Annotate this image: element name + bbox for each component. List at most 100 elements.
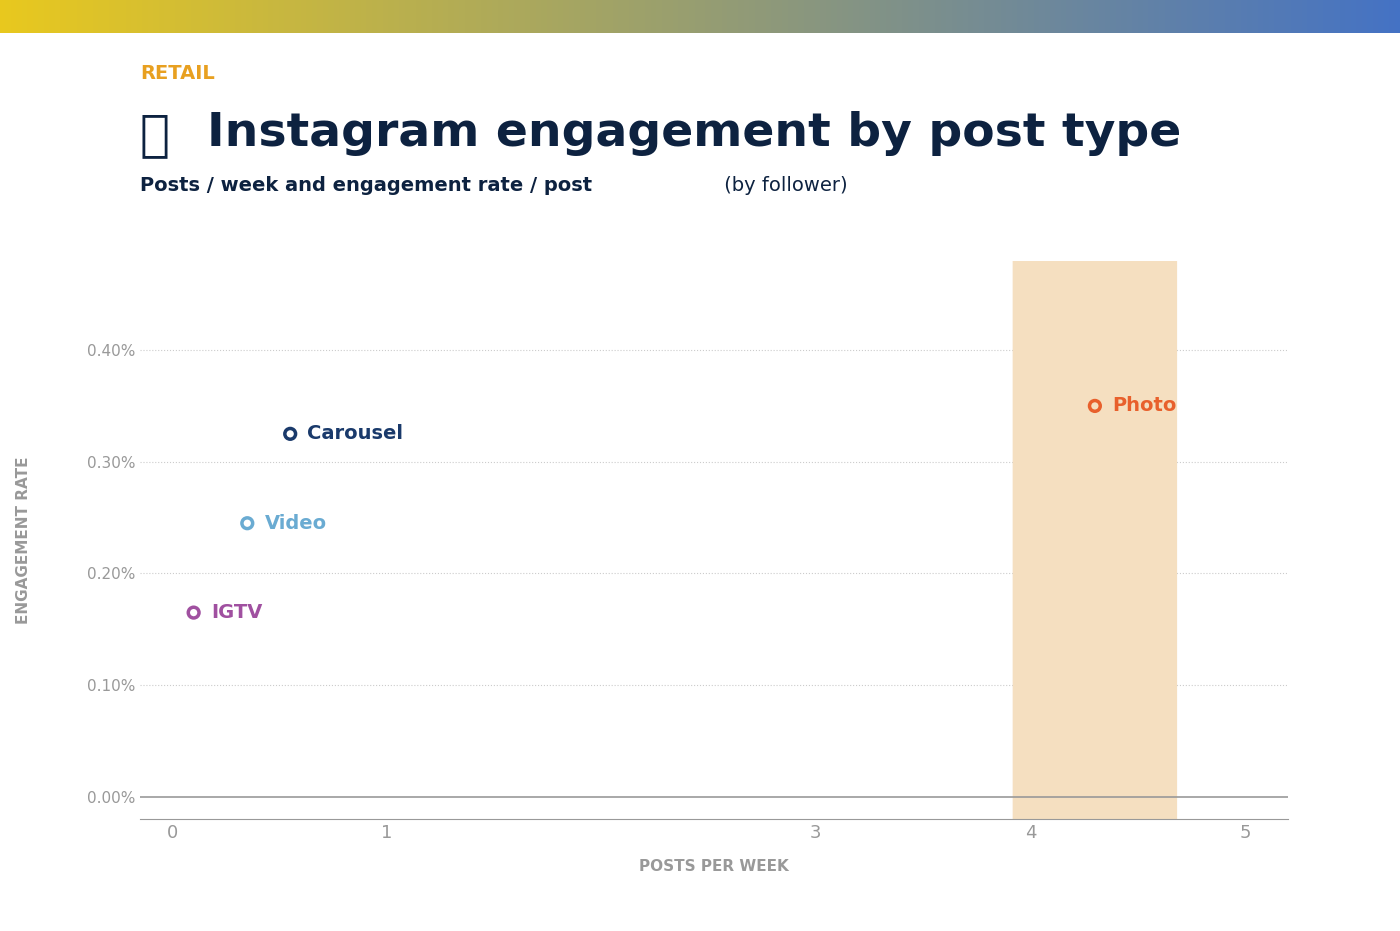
Text: Video: Video bbox=[265, 514, 326, 533]
Bar bbox=[1165, 0, 1170, 33]
Bar bbox=[487, 0, 493, 33]
Bar bbox=[591, 0, 596, 33]
Bar bbox=[613, 0, 617, 33]
Bar bbox=[930, 0, 935, 33]
Bar bbox=[1099, 0, 1105, 33]
Bar bbox=[717, 0, 722, 33]
Bar bbox=[339, 0, 344, 33]
Bar bbox=[657, 0, 662, 33]
Bar bbox=[1257, 0, 1263, 33]
Bar bbox=[553, 0, 557, 33]
Text: IGTV: IGTV bbox=[211, 603, 262, 622]
Bar bbox=[1028, 0, 1033, 33]
Bar bbox=[990, 0, 995, 33]
Bar bbox=[1050, 0, 1056, 33]
Bar bbox=[295, 0, 301, 33]
Bar bbox=[246, 0, 252, 33]
Bar bbox=[995, 0, 1001, 33]
Bar bbox=[596, 0, 602, 33]
Bar bbox=[787, 0, 792, 33]
Bar bbox=[760, 0, 766, 33]
Bar bbox=[1296, 0, 1302, 33]
Point bbox=[182, 605, 204, 620]
Bar bbox=[815, 0, 820, 33]
Bar bbox=[973, 0, 979, 33]
Bar bbox=[804, 0, 809, 33]
Bar bbox=[1372, 0, 1378, 33]
Bar bbox=[651, 0, 657, 33]
Bar bbox=[459, 0, 465, 33]
Bar bbox=[1329, 0, 1334, 33]
Bar bbox=[60, 0, 66, 33]
Bar bbox=[749, 0, 755, 33]
Bar bbox=[207, 0, 213, 33]
Bar bbox=[892, 0, 897, 33]
Bar bbox=[766, 0, 771, 33]
Bar bbox=[235, 0, 241, 33]
Bar bbox=[126, 0, 132, 33]
Bar bbox=[585, 0, 591, 33]
Y-axis label: ENGAGEMENT RATE: ENGAGEMENT RATE bbox=[15, 456, 31, 624]
Bar bbox=[913, 0, 918, 33]
Bar bbox=[907, 0, 913, 33]
Bar bbox=[192, 0, 197, 33]
Bar bbox=[6, 0, 11, 33]
Bar bbox=[623, 0, 629, 33]
Bar bbox=[181, 0, 186, 33]
Bar bbox=[1313, 0, 1317, 33]
Bar bbox=[958, 0, 963, 33]
Bar bbox=[1105, 0, 1110, 33]
Bar bbox=[1137, 0, 1142, 33]
Bar bbox=[1219, 0, 1225, 33]
Bar bbox=[1340, 0, 1345, 33]
Bar bbox=[777, 0, 783, 33]
Bar bbox=[1334, 0, 1340, 33]
Bar bbox=[1242, 0, 1247, 33]
Bar bbox=[738, 0, 743, 33]
Bar bbox=[672, 0, 678, 33]
Bar bbox=[318, 0, 322, 33]
Bar bbox=[1187, 0, 1193, 33]
Bar bbox=[410, 0, 416, 33]
Bar bbox=[617, 0, 623, 33]
Bar bbox=[71, 0, 77, 33]
Bar bbox=[1208, 0, 1214, 33]
Bar bbox=[437, 0, 442, 33]
Bar bbox=[853, 0, 858, 33]
X-axis label: POSTS PER WEEK: POSTS PER WEEK bbox=[640, 858, 788, 874]
Bar bbox=[508, 0, 514, 33]
Bar bbox=[662, 0, 668, 33]
Bar bbox=[858, 0, 864, 33]
Bar bbox=[1170, 0, 1176, 33]
Bar bbox=[393, 0, 399, 33]
Bar bbox=[531, 0, 536, 33]
Bar bbox=[1082, 0, 1088, 33]
Bar bbox=[542, 0, 547, 33]
Bar bbox=[442, 0, 448, 33]
Bar bbox=[645, 0, 651, 33]
Bar bbox=[1274, 0, 1280, 33]
Bar bbox=[568, 0, 574, 33]
Bar bbox=[87, 0, 92, 33]
Bar bbox=[732, 0, 738, 33]
Bar bbox=[1007, 0, 1012, 33]
Bar bbox=[918, 0, 924, 33]
Bar bbox=[378, 0, 382, 33]
Bar bbox=[792, 0, 798, 33]
Bar bbox=[1203, 0, 1208, 33]
Bar bbox=[448, 0, 454, 33]
Bar bbox=[1247, 0, 1253, 33]
Bar bbox=[263, 0, 267, 33]
Bar bbox=[1368, 0, 1372, 33]
Bar bbox=[1056, 0, 1061, 33]
Bar bbox=[1121, 0, 1127, 33]
Bar bbox=[935, 0, 941, 33]
Bar bbox=[1197, 0, 1203, 33]
Text: RETAIL: RETAIL bbox=[140, 64, 214, 83]
Bar bbox=[525, 0, 531, 33]
Bar bbox=[328, 0, 333, 33]
Bar bbox=[1357, 0, 1362, 33]
Bar bbox=[197, 0, 203, 33]
Text: ⓘ: ⓘ bbox=[140, 111, 169, 159]
Bar bbox=[1148, 0, 1154, 33]
